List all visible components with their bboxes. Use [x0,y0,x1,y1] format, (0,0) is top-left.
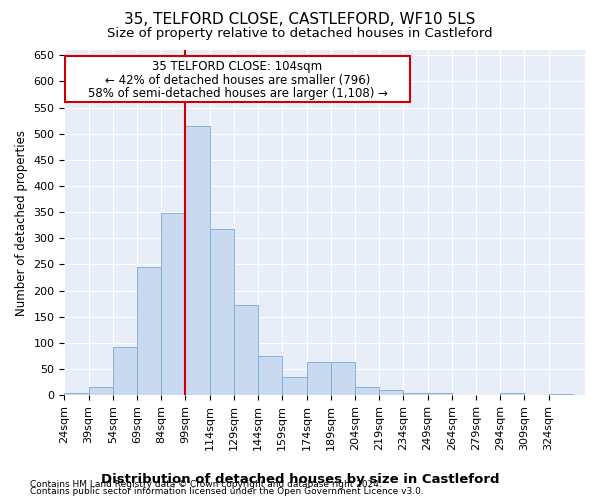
Text: Size of property relative to detached houses in Castleford: Size of property relative to detached ho… [107,28,493,40]
Text: 35, TELFORD CLOSE, CASTLEFORD, WF10 5LS: 35, TELFORD CLOSE, CASTLEFORD, WF10 5LS [124,12,476,28]
Bar [234,305,258,395]
Bar [209,229,234,395]
Bar [548,394,573,395]
Bar [64,392,89,395]
Bar [428,392,452,395]
Text: Contains public sector information licensed under the Open Government Licence v3: Contains public sector information licen… [30,487,424,496]
Bar [89,388,113,395]
Bar [403,392,428,395]
Bar [307,362,331,395]
Bar [161,213,185,395]
Text: Contains HM Land Registry data © Crown copyright and database right 2024.: Contains HM Land Registry data © Crown c… [30,480,382,489]
Bar [355,388,379,395]
Bar [65,56,410,102]
Y-axis label: Number of detached properties: Number of detached properties [15,130,28,316]
Text: 35 TELFORD CLOSE: 104sqm: 35 TELFORD CLOSE: 104sqm [152,60,323,74]
Bar [283,377,307,395]
Bar [185,126,209,395]
Bar [500,392,524,395]
Bar [137,267,161,395]
Bar [113,347,137,395]
Bar [379,390,403,395]
Text: Distribution of detached houses by size in Castleford: Distribution of detached houses by size … [101,472,499,486]
Bar [331,362,355,395]
Bar [258,356,283,395]
Text: ← 42% of detached houses are smaller (796): ← 42% of detached houses are smaller (79… [105,74,370,86]
Text: 58% of semi-detached houses are larger (1,108) →: 58% of semi-detached houses are larger (… [88,87,388,100]
